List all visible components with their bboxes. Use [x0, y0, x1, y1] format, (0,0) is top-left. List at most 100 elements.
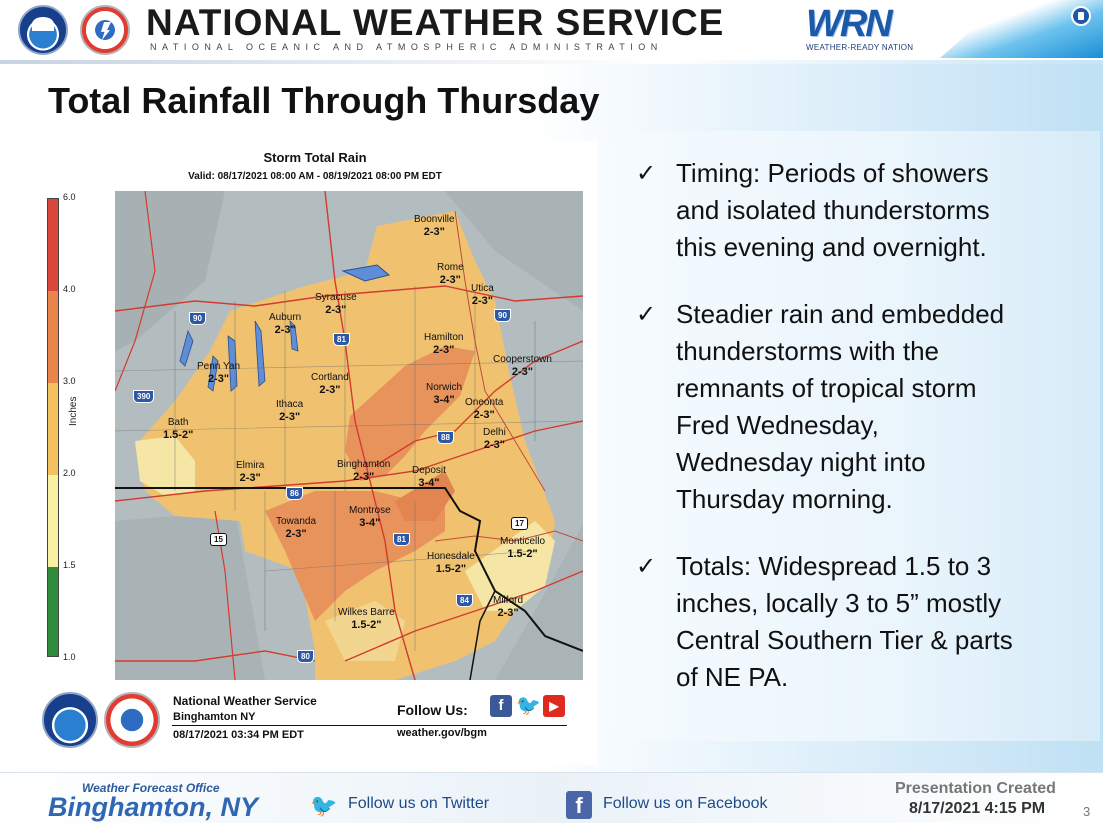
bullet-item: ✓ Totals: Widespread 1.5 to 3 inches, lo…: [600, 548, 1090, 696]
follow-us-label: Follow Us:: [397, 702, 468, 718]
twitter-link[interactable]: Follow us on Twitter: [348, 795, 490, 812]
weather-ready-nation-logo: WRN WEATHER-READY NATION: [806, 3, 930, 52]
legend-segment: [48, 199, 58, 291]
town-label: Penn Yan 2-3": [197, 361, 241, 385]
highway-shield: 81: [333, 333, 350, 346]
checkmark-icon: ✓: [636, 160, 657, 187]
terrain-shade: [115, 511, 265, 680]
rain-3-4-zone: [265, 491, 445, 621]
slide-header: NATIONAL WEATHER SERVICE NATIONAL OCEANI…: [0, 0, 1103, 60]
terrain-shade: [115, 191, 225, 351]
header-divider: [0, 60, 1103, 64]
road-i84: [344, 570, 583, 662]
finger-lake: [207, 355, 219, 392]
map-title: Storm Total Rain: [263, 150, 367, 165]
legend-units-label: Inches: [68, 396, 79, 426]
rainfall-map: 90 81 90 390 88 86 81 15 17 84 80 Boonvi…: [115, 191, 583, 680]
highway-shield: 81: [393, 533, 410, 546]
legend-color-bar: [47, 198, 59, 657]
facebook-icon[interactable]: f: [566, 791, 592, 819]
bullet-item: ✓ Timing: Periods of showers and isolate…: [600, 155, 1090, 266]
county-lines: [115, 360, 583, 572]
website-link[interactable]: weather.gov/bgm: [397, 727, 487, 739]
office-info: National Weather Service Binghamton NY 0…: [173, 693, 317, 743]
terrain-shade: [495, 524, 583, 680]
rain-3-4-zone: [345, 346, 475, 481]
road-i86: [115, 420, 583, 502]
state-border: [115, 487, 583, 652]
highway-shield: 84: [456, 594, 473, 607]
highway-shield: 90: [494, 309, 511, 322]
twitter-icon[interactable]: 🐦: [516, 695, 541, 717]
town-label: Cooperstown 2-3": [493, 354, 552, 378]
rainfall-map-panel: Storm Total Rain Valid: 08/17/2021 08:00…: [32, 141, 598, 765]
nws-logo-icon: [80, 5, 130, 55]
highway-shield: 17: [511, 517, 528, 530]
checkmark-icon: ✓: [636, 301, 657, 328]
noaa-logo-icon: [18, 5, 68, 55]
org-subtitle: NATIONAL OCEANIC AND ATMOSPHERIC ADMINIS…: [150, 42, 663, 52]
office-name: National Weather Service: [173, 694, 317, 708]
highway-shield: 390: [133, 390, 155, 403]
facebook-icon[interactable]: f: [490, 695, 512, 717]
town-label: Elmira 2-3": [236, 460, 265, 484]
map-timestamp: 08/17/2021 03:34 PM EDT: [173, 729, 304, 741]
town-label: Monticello 1.5-2": [500, 536, 546, 560]
twitter-icon[interactable]: 🐦: [310, 793, 338, 818]
terrain-shade: [445, 191, 583, 311]
page-footer: Weather Forecast Office Binghamton, NY 🐦…: [0, 772, 1103, 823]
road-state: [115, 191, 156, 392]
highway-shield: 88: [437, 431, 454, 444]
presentation-label: Presentation Created: [895, 780, 1056, 797]
rain-1.5-2-zone: [325, 601, 405, 661]
legend-segment: [48, 567, 58, 656]
highway-shield: 80: [297, 650, 314, 663]
county-lines: [174, 286, 536, 651]
town-label: Towanda 2-3": [276, 516, 317, 540]
town-label: Binghamton 2-3": [337, 459, 391, 483]
town-label: Auburn 2-3": [269, 312, 302, 336]
bullet-text: Totals: Widespread 1.5 to 3 inches, loca…: [676, 551, 1013, 692]
checkmark-icon: ✓: [636, 553, 657, 580]
state-border: [469, 590, 496, 680]
town-label: Rome 2-3": [437, 262, 464, 286]
nws-logo-icon: [104, 692, 160, 748]
legend-tick: 3.0: [63, 376, 76, 386]
road-state: [454, 210, 546, 492]
town-label: Bath 1.5-2": [163, 417, 194, 441]
bullet-list: ✓ Timing: Periods of showers and isolate…: [600, 155, 1090, 726]
town-label: Honesdale 1.5-2": [427, 551, 475, 575]
finger-lake: [254, 320, 266, 387]
town-label: Milford 2-3": [493, 595, 524, 619]
town-label: Wilkes Barre 1.5-2": [338, 607, 395, 631]
facebook-link[interactable]: Follow us on Facebook: [603, 795, 768, 812]
highway-shield: 90: [189, 312, 206, 325]
map-valid-time: Valid: 08/17/2021 08:00 AM - 08/19/2021 …: [188, 171, 442, 182]
wrn-text: WEATHER-READY NATION: [806, 43, 914, 52]
slide-title: Total Rainfall Through Thursday: [48, 80, 600, 121]
map-footer: National Weather Service Binghamton NY 0…: [32, 681, 598, 765]
road-i90: [115, 285, 583, 312]
legend-tick: 1.0: [63, 652, 76, 662]
page-number: 3: [1083, 804, 1091, 819]
wrn-mark: WRN: [806, 3, 893, 45]
doc-seal-icon: [1071, 6, 1091, 26]
town-label: Cortland 2-3": [311, 372, 349, 396]
youtube-icon[interactable]: ▶: [543, 695, 565, 717]
rain-3-4-zone: [395, 471, 455, 521]
highway-shield: 86: [286, 487, 303, 500]
road-state: [434, 530, 583, 542]
office-location: Binghamton NY: [173, 711, 256, 723]
noaa-logo-icon: [42, 692, 98, 748]
oneida-lake: [341, 264, 391, 282]
legend-segment: [48, 475, 58, 567]
legend-segment: [48, 383, 58, 475]
road-us15: [214, 510, 236, 680]
legend-tick: 4.0: [63, 284, 76, 294]
town-label: Deposit 3-4": [412, 465, 446, 489]
rain-1.5-2-zone: [135, 436, 195, 496]
town-label: Boonville 2-3": [414, 214, 455, 238]
town-label: Montrose 3-4": [349, 505, 391, 529]
bullets-panel: ✓ Timing: Periods of showers and isolate…: [600, 131, 1100, 741]
legend-tick: 2.0: [63, 468, 76, 478]
